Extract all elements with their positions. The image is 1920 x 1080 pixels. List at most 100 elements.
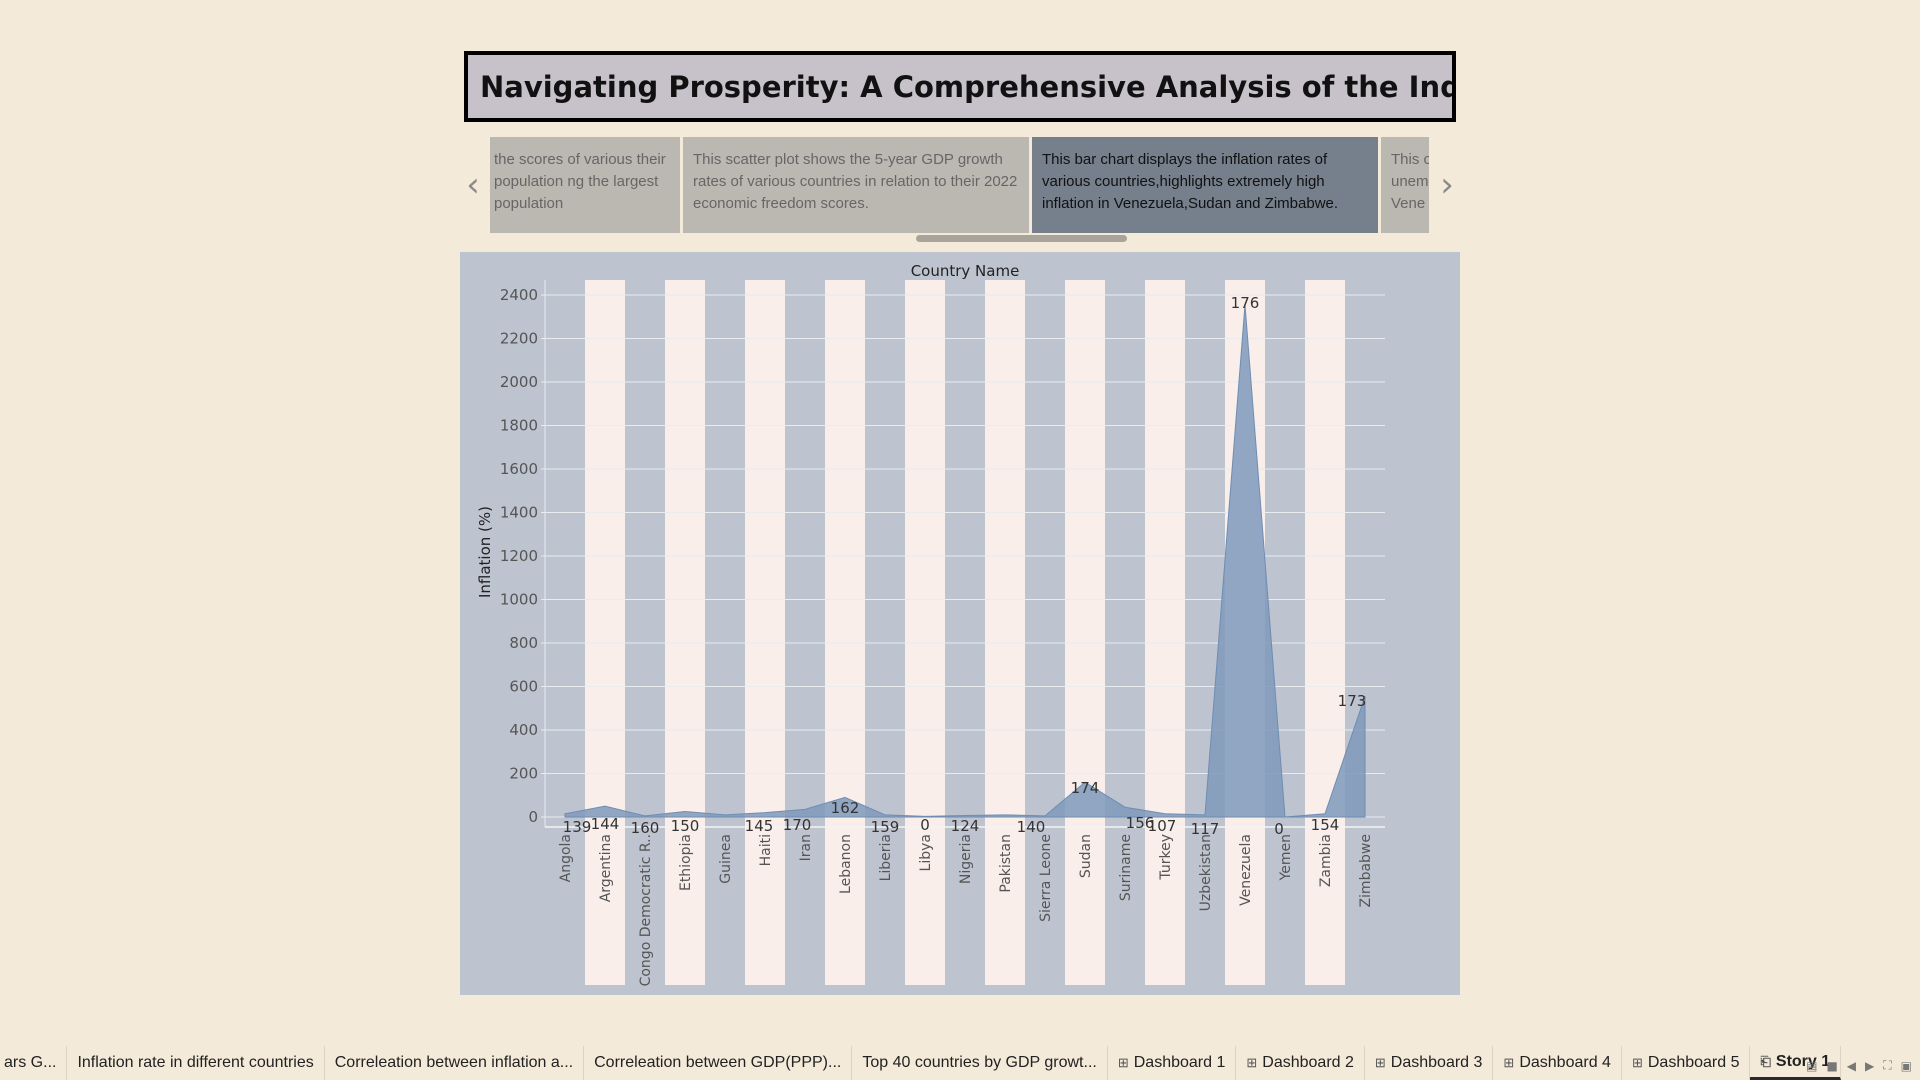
x-tick-label: Venezuela (1238, 834, 1254, 906)
view-tools: ▤ ■ ◀ ▶ ⛶ ▣ (1806, 1058, 1912, 1073)
y-tick-label: 200 (509, 765, 538, 783)
data-label: 154 (1311, 816, 1340, 834)
sheet-tab[interactable]: ⊞ Dashboard 4 (1493, 1046, 1622, 1080)
scroll-right-icon[interactable]: ▶ (1865, 1058, 1875, 1073)
y-tick-label: 2400 (500, 286, 538, 304)
sheet-tab[interactable]: ⊞ Dashboard 5 (1622, 1046, 1751, 1080)
story-title: Navigating Prosperity: A Comprehensive A… (464, 51, 1456, 122)
data-label: 0 (920, 816, 930, 834)
data-label: 145 (745, 817, 774, 835)
grid-icon: ⊞ (1631, 1055, 1643, 1070)
x-tick-label: Lebanon (838, 834, 854, 894)
story-scrollbar-thumb[interactable] (916, 235, 1127, 242)
sheet-tab-label: ars G... (4, 1054, 57, 1071)
x-tick-label: Pakistan (998, 834, 1014, 893)
sheet-tab[interactable]: ⊞ Dashboard 2 (1236, 1046, 1365, 1080)
sheet-tab-label: Correleation between inflation a... (334, 1054, 574, 1071)
scroll-left-icon[interactable]: ◀ (1846, 1058, 1857, 1073)
y-tick-label: 1400 (500, 504, 538, 522)
y-tick-label: 400 (509, 721, 538, 739)
fullscreen-icon[interactable]: ⛶ (1883, 1058, 1892, 1072)
x-tick-label: Sierra Leone (1038, 834, 1054, 922)
chevron-left-icon[interactable]: ‹ (466, 165, 480, 205)
y-tick-label: 2000 (500, 373, 538, 391)
sheet-tab[interactable]: Correleation between inflation a... (325, 1046, 585, 1080)
x-tick-label: Zimbabwe (1358, 834, 1374, 908)
sheet-tab[interactable]: ⊞ Dashboard 3 (1365, 1046, 1494, 1080)
data-label: 0 (1274, 820, 1284, 838)
data-label: 107 (1148, 817, 1177, 835)
sheet-tab[interactable]: ⎗ Story 1 (1750, 1046, 1842, 1080)
sheet-tab-label: Top 40 countries by GDP growt... (862, 1054, 1097, 1071)
x-tick-label: Suriname (1118, 834, 1134, 901)
band-11 (985, 280, 1025, 985)
grid-icon: ⊞ (1117, 1055, 1129, 1070)
data-label: 144 (591, 815, 620, 833)
sheet-tab-label: Inflation rate in different countries (77, 1054, 314, 1071)
story-point-caption[interactable]: the scores of various their population n… (490, 137, 680, 233)
grid-icon: ⊞ (1374, 1055, 1386, 1070)
band-9 (905, 280, 945, 985)
x-tick-label: Haiti (758, 834, 774, 866)
sheet-tab[interactable]: ⊞ Dashboard 1 (1108, 1046, 1237, 1080)
x-tick-label: Yemen (1278, 834, 1294, 881)
x-tick-label: Turkey (1158, 834, 1174, 881)
x-tick-label: Argentina (598, 834, 614, 902)
story-point-caption[interactable]: This scatter plot shows the 5-year GDP g… (683, 137, 1029, 233)
x-tick-label: Liberia (878, 834, 894, 881)
sheet-tab-label: Dashboard 4 (1519, 1054, 1611, 1071)
band-7 (825, 280, 865, 985)
sheet-tab[interactable]: Top 40 countries by GDP growt... (852, 1046, 1108, 1080)
y-tick-label: 1600 (500, 460, 538, 478)
y-tick-label: 2200 (500, 330, 538, 348)
inflation-area (564, 304, 1366, 818)
y-tick-label: 1800 (500, 417, 538, 435)
sheet-tab[interactable]: Inflation rate in different countries (67, 1046, 325, 1080)
sheet-tab-label: Dashboard 2 (1262, 1054, 1354, 1071)
grid-icon: ⊞ (1503, 1055, 1515, 1070)
data-label: 140 (1017, 818, 1046, 836)
y-tick-label: 1000 (500, 591, 538, 609)
sheet-tab[interactable]: ars G... (0, 1046, 68, 1080)
data-label: 170 (783, 816, 812, 834)
band-13 (1065, 280, 1105, 985)
tab-list-icon[interactable]: ▤ (1806, 1058, 1818, 1073)
data-label: 176 (1231, 294, 1260, 312)
inflation-chart: 0200400600800100012001400160018002000220… (476, 262, 1385, 986)
y-axis-title: Inflation (%) (476, 506, 494, 598)
data-label: 139 (563, 818, 592, 836)
grid-icon: ⊞ (1246, 1055, 1258, 1070)
story-points-navigator: the scores of various their population n… (490, 137, 1429, 233)
x-tick-label: Uzbekistan (1198, 834, 1214, 911)
x-tick-label: Iran (798, 834, 814, 861)
x-tick-label: Ethiopia (678, 834, 694, 891)
y-tick-label: 800 (509, 634, 538, 652)
data-label: 150 (671, 817, 700, 835)
data-label: 117 (1191, 820, 1220, 838)
data-label: 160 (631, 819, 660, 837)
story-point-caption-active[interactable]: This bar chart displays the inflation ra… (1032, 137, 1378, 233)
present-icon[interactable]: ▣ (1900, 1058, 1912, 1073)
x-tick-label: Libya (918, 834, 934, 871)
y-tick-label: 600 (509, 678, 538, 696)
chevron-right-icon[interactable]: › (1440, 165, 1454, 205)
chart-title: Country Name (911, 262, 1020, 280)
data-label: 159 (871, 818, 900, 836)
band-3 (665, 280, 705, 985)
filmstrip-icon[interactable]: ■ (1826, 1058, 1838, 1073)
x-tick-label: Sudan (1078, 834, 1094, 878)
sheet-tab-label: Story 1 (1775, 1052, 1831, 1070)
sheet-tab-label: Dashboard 3 (1390, 1054, 1483, 1071)
inflation-chart-panel: 0 200 400 600 800 1000 1200 1400 1600 1800 2000 220… (460, 252, 1460, 995)
x-tick-label: Angola (558, 834, 574, 882)
story-point-caption[interactable]: This c unem Vene (1381, 137, 1429, 233)
band-1 (585, 280, 625, 985)
sheet-tab-label: Correleation between GDP(PPP)... (594, 1054, 842, 1071)
data-label: 156 (1126, 814, 1155, 832)
band-15 (1145, 280, 1185, 985)
data-label: 174 (1071, 779, 1100, 797)
sheet-tab[interactable]: Correleation between GDP(PPP)... (584, 1046, 853, 1080)
x-tick-label: Guinea (718, 834, 734, 884)
y-tick-label: 1200 (500, 547, 538, 565)
band-5 (745, 280, 785, 985)
